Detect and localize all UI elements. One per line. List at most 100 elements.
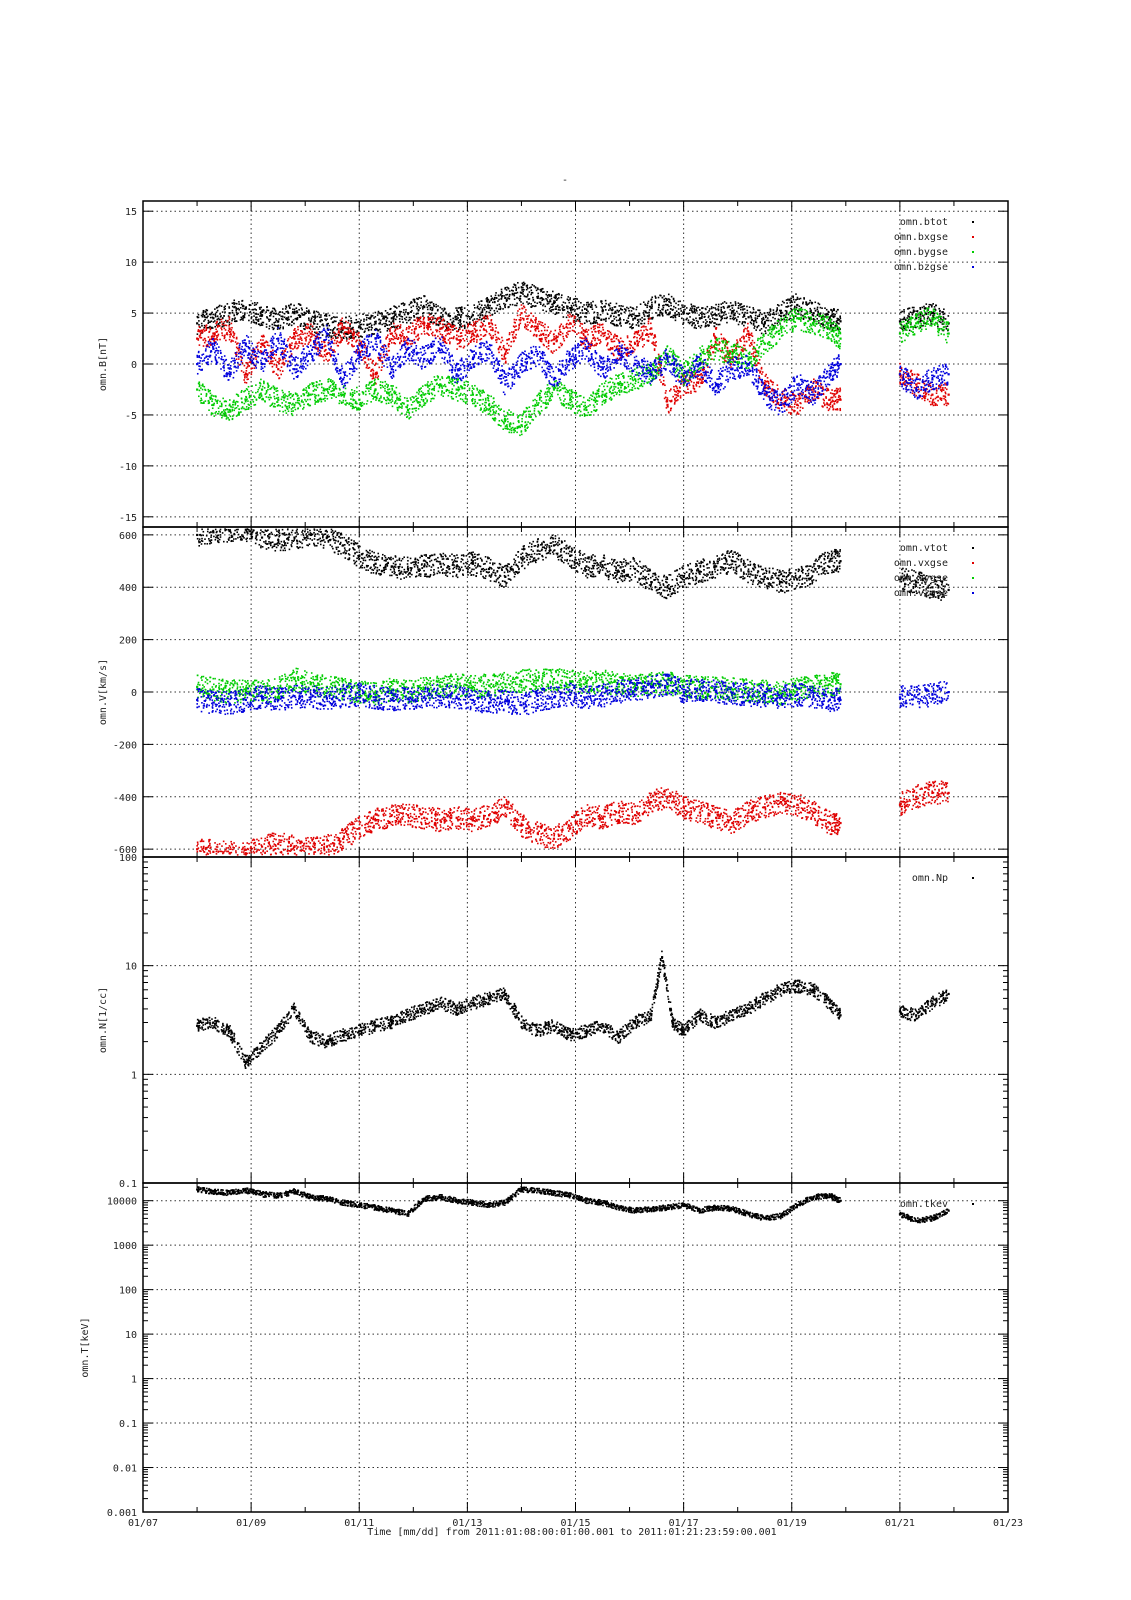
scatter-dot <box>826 403 829 405</box>
scatter-dot <box>465 331 468 333</box>
scatter-dot <box>504 362 507 364</box>
scatter-dot <box>217 324 220 327</box>
scatter-dot <box>459 338 462 341</box>
scatter-dot <box>314 317 316 320</box>
scatter-dot <box>940 397 943 400</box>
scatter-dot <box>554 313 557 316</box>
scatter-dot <box>731 317 734 320</box>
scatter-dot <box>205 393 208 396</box>
scatter-dot <box>396 328 399 330</box>
scatter-dot <box>711 320 713 323</box>
scatter-dot <box>251 302 254 305</box>
scatter-dot <box>681 317 683 320</box>
scatter-dot <box>578 306 581 308</box>
scatter-dot <box>587 310 589 313</box>
scatter-dot <box>447 329 450 332</box>
scatter-dot <box>332 321 335 324</box>
scatter-dot <box>228 411 230 413</box>
scatter-dot <box>620 312 623 315</box>
scatter-dot <box>347 321 349 324</box>
scatter-dot <box>661 296 664 299</box>
scatter-dot <box>666 399 669 401</box>
scatter-dot <box>250 371 253 373</box>
scatter-dot <box>787 397 790 400</box>
scatter-dot <box>610 322 612 324</box>
scatter-dot <box>338 327 340 330</box>
scatter-dot <box>927 393 930 396</box>
scatter-dot <box>223 315 225 317</box>
scatter-dot <box>345 331 347 333</box>
scatter-dot <box>503 354 506 356</box>
scatter-dot <box>466 325 469 328</box>
scatter-dot <box>725 313 727 316</box>
scatter-dot <box>622 340 625 343</box>
scatter-dot <box>631 323 634 325</box>
scatter-dot <box>526 301 528 303</box>
scatter-dot <box>706 305 709 308</box>
scatter-dot <box>925 303 928 305</box>
scatter-dot <box>917 391 920 394</box>
scatter-dot <box>670 400 673 403</box>
scatter-dot <box>298 334 301 336</box>
scatter-dot <box>405 342 407 344</box>
scatter-dot <box>538 323 541 325</box>
scatter-dot <box>389 330 391 333</box>
scatter-dot <box>289 307 291 309</box>
scatter-dot <box>678 313 681 316</box>
scatter-dot <box>835 325 837 327</box>
scatter-dot <box>238 348 240 350</box>
scatter-dot <box>448 337 451 340</box>
scatter-dot <box>523 283 525 286</box>
scatter-dot <box>353 321 356 324</box>
scatter-dot <box>557 335 559 338</box>
scatter-dot <box>737 355 740 357</box>
scatter-dot <box>902 325 905 328</box>
scatter-dot <box>836 391 839 394</box>
scatter-dot <box>281 362 283 365</box>
scatter-dot <box>262 344 265 347</box>
scatter-dot <box>284 308 287 310</box>
scatter-dot <box>649 317 652 319</box>
scatter-dot <box>373 328 376 331</box>
scatter-dot <box>597 330 600 333</box>
scatter-dot <box>202 345 205 347</box>
scatter-dot <box>447 332 450 335</box>
scatter-dot <box>198 395 200 398</box>
scatter-dot <box>272 312 275 315</box>
scatter-dot <box>718 341 721 343</box>
scatter-dot <box>753 319 755 322</box>
scatter-dot <box>517 328 520 331</box>
scatter-dot <box>807 303 810 305</box>
scatter-dot <box>504 286 507 289</box>
scatter-dot <box>824 313 826 315</box>
scatter-dot <box>618 340 620 342</box>
scatter-dot <box>609 315 612 318</box>
scatter-dot <box>932 303 935 305</box>
scatter-dot <box>931 304 933 307</box>
scatter-dot <box>298 314 301 316</box>
scatter-dot <box>917 314 919 316</box>
scatter-dot <box>233 306 235 309</box>
scatter-dot <box>740 336 743 339</box>
scatter-dot <box>399 324 402 326</box>
scatter-dot <box>769 310 772 312</box>
scatter-dot <box>459 339 462 342</box>
scatter-dot <box>509 293 511 296</box>
scatter-dot <box>630 344 633 347</box>
scatter-dot <box>295 310 298 313</box>
scatter-dot <box>664 311 667 313</box>
scatter-dot <box>408 327 410 330</box>
scatter-dot <box>654 334 656 337</box>
scatter-dot <box>668 299 671 301</box>
scatter-dot <box>673 385 675 388</box>
scatter-dot <box>366 327 369 330</box>
data-point <box>471 332 474 335</box>
scatter-dot <box>572 321 575 323</box>
scatter-dot <box>655 341 657 343</box>
scatter-dot <box>746 309 749 312</box>
scatter-dot <box>394 310 396 313</box>
scatter-dot <box>525 296 528 298</box>
scatter-dot <box>726 341 729 343</box>
scatter-dot <box>215 410 218 413</box>
scatter-dot <box>835 324 838 326</box>
